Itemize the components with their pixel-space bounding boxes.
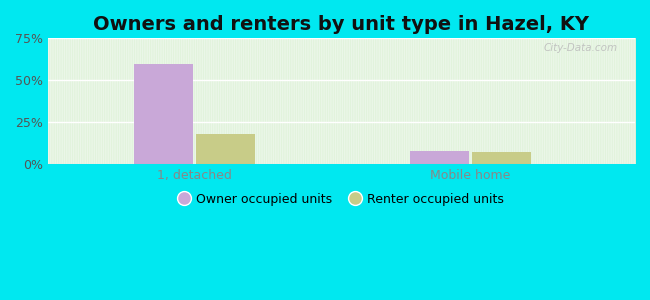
- Bar: [135, 64, 193, 164]
- Bar: [196, 134, 255, 164]
- Text: City-Data.com: City-Data.com: [543, 44, 618, 53]
- Bar: [410, 151, 469, 164]
- Bar: [472, 152, 531, 164]
- Title: Owners and renters by unit type in Hazel, KY: Owners and renters by unit type in Hazel…: [94, 15, 590, 34]
- Legend: Owner occupied units, Renter occupied units: Owner occupied units, Renter occupied un…: [174, 188, 508, 211]
